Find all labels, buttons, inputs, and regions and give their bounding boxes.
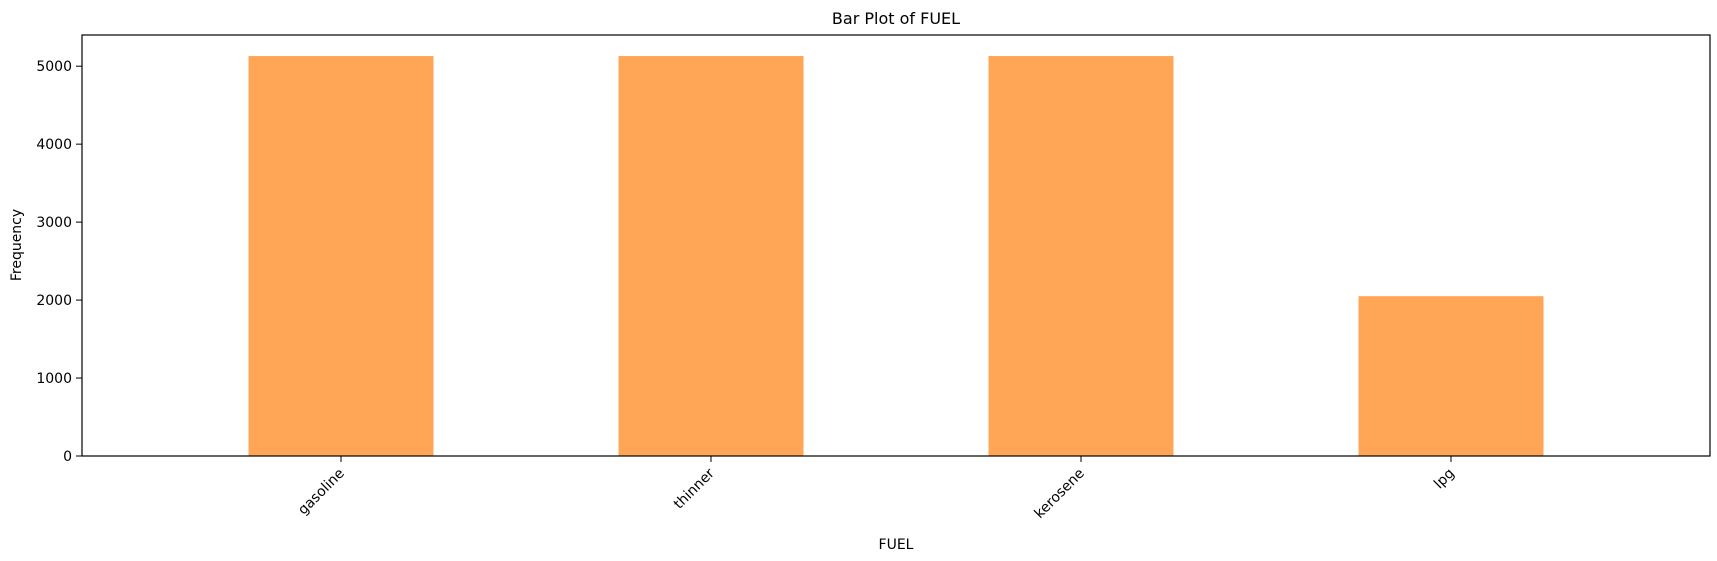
bar-lpg [1358, 296, 1544, 456]
y-axis: 0 1000 2000 3000 4000 5000 [36, 59, 82, 465]
x-axis-label: FUEL [879, 537, 914, 553]
bar-gasoline [248, 56, 434, 457]
x-tick-label-gasoline: gasoline [295, 466, 348, 519]
x-tick-label-kerosene: kerosene [1032, 466, 1088, 522]
x-tick-label-lpg: lpg [1431, 466, 1458, 493]
y-tick-label: 5000 [36, 59, 72, 75]
plot-frame [81, 34, 1711, 457]
y-tick-label: 3000 [36, 215, 72, 231]
x-axis: gasoline thinner kerosene lpg [295, 456, 1458, 522]
y-axis-label: Frequency [9, 209, 25, 281]
y-tick-label: 2000 [36, 293, 72, 309]
y-tick-label: 4000 [36, 137, 72, 153]
x-tick-label-thinner: thinner [671, 465, 718, 512]
bars-group [248, 56, 1544, 457]
y-tick-label: 1000 [36, 371, 72, 387]
y-tick-label: 0 [63, 449, 72, 465]
bar-thinner [618, 56, 804, 457]
chart-title: Bar Plot of FUEL [832, 9, 960, 28]
bar-kerosene [988, 56, 1174, 457]
